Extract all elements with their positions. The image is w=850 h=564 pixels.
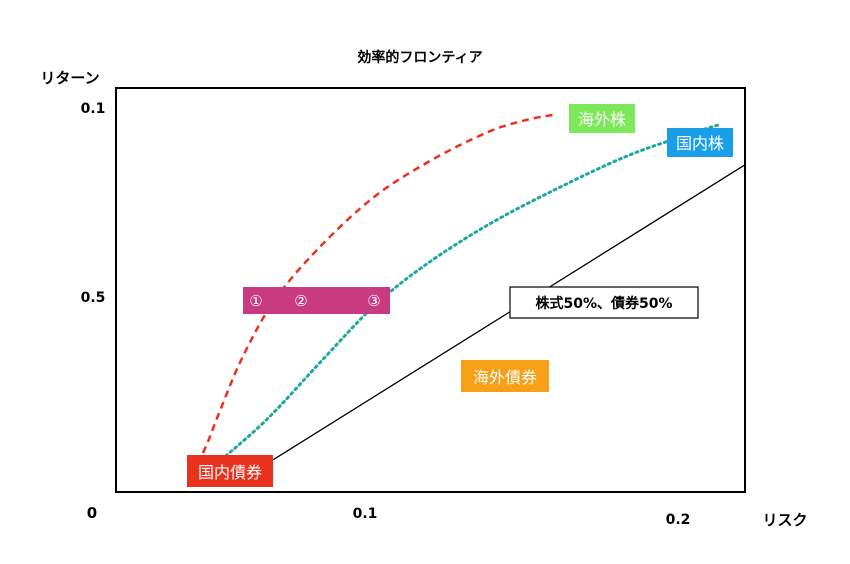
markers-band (243, 287, 390, 314)
annotation-bg (667, 128, 733, 157)
series-layer (196, 113, 746, 466)
x-axis-label: リスク (762, 511, 807, 529)
annotation-text: 海外株 (578, 110, 626, 129)
y-axis-label: リターン (40, 69, 99, 87)
annotation-bg (461, 360, 549, 392)
frontier-curve-dotted (215, 122, 722, 466)
stock-bond-mix-line (272, 164, 746, 461)
chart-title: 効率的フロンティア (357, 49, 482, 66)
x-tick-label: 0.1 (353, 506, 378, 522)
annotation-domestic-bonds: 国内債券 (187, 455, 273, 487)
annotation-bg (569, 104, 635, 133)
annotation-domestic-stocks: 国内株 (667, 128, 733, 157)
annotation-foreign-stocks: 海外株 (569, 104, 635, 133)
annotation-text: 国内株 (676, 134, 724, 153)
annotation-text: 国内債券 (198, 463, 262, 482)
annotation-foreign-bonds: 海外債券 (461, 360, 549, 392)
annotation-bg (187, 455, 273, 487)
annotation-text: 株式50%、債券50% (535, 295, 672, 312)
annotation-text: 海外債券 (473, 368, 537, 387)
annotation-mix-50-50: 株式50%、債券50% (509, 286, 699, 319)
y-tick-label: 0.5 (81, 290, 106, 306)
y-tick-label: 0.1 (81, 101, 106, 117)
marker-2: ② (294, 292, 307, 310)
frontier-curve-dashed (196, 113, 557, 465)
marker-3: ③ (367, 292, 380, 310)
marker-1: ① (249, 292, 262, 310)
plot-area-frame (115, 87, 746, 493)
annotation-bg (509, 286, 699, 319)
x-tick-label: 0.2 (666, 512, 691, 528)
portfolio-markers: ① ② ③ (243, 287, 390, 314)
origin-label: 0 (87, 504, 97, 522)
